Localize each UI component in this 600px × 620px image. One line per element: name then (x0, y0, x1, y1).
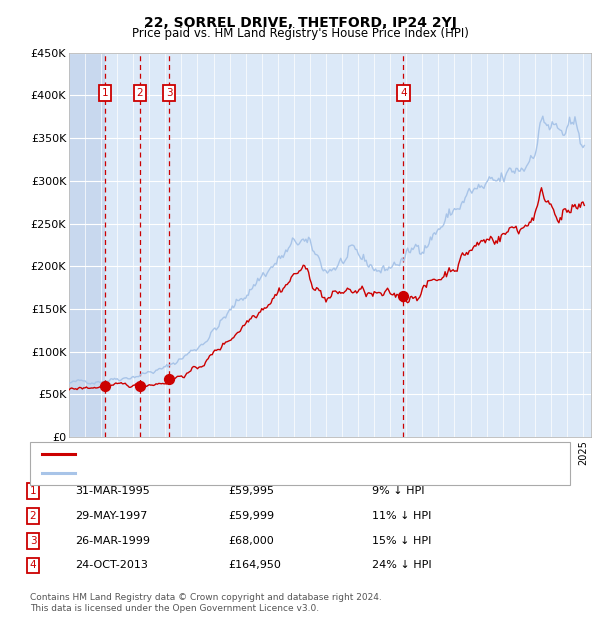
Point (164, 374, 174, 384)
Text: 22, SORREL DRIVE, THETFORD, IP24 2YJ: 22, SORREL DRIVE, THETFORD, IP24 2YJ (143, 16, 457, 30)
Text: £68,000: £68,000 (228, 536, 274, 546)
Text: 24-OCT-2013: 24-OCT-2013 (75, 560, 148, 570)
Text: 3: 3 (29, 536, 37, 546)
Text: 2: 2 (137, 88, 143, 98)
Text: 3: 3 (166, 88, 173, 98)
Point (100, 381, 110, 391)
Text: Price paid vs. HM Land Registry's House Price Index (HPI): Price paid vs. HM Land Registry's House … (131, 27, 469, 40)
Text: 2: 2 (29, 511, 37, 521)
Text: 26-MAR-1999: 26-MAR-1999 (75, 536, 150, 546)
Text: 31-MAR-1995: 31-MAR-1995 (75, 486, 150, 496)
Text: 1: 1 (29, 486, 37, 496)
Point (398, 291, 408, 301)
Bar (69, 53, 105, 437)
Text: Contains HM Land Registry data © Crown copyright and database right 2024.
This d: Contains HM Land Registry data © Crown c… (30, 593, 382, 613)
Text: 4: 4 (29, 560, 37, 570)
Text: 1: 1 (101, 88, 108, 98)
Text: 22, SORREL DRIVE, THETFORD, IP24 2YJ (detached house): 22, SORREL DRIVE, THETFORD, IP24 2YJ (de… (84, 449, 402, 459)
Text: HPI: Average price, detached house, Breckland: HPI: Average price, detached house, Brec… (84, 468, 341, 478)
Text: £59,995: £59,995 (228, 486, 274, 496)
Text: 24% ↓ HPI: 24% ↓ HPI (372, 560, 431, 570)
Text: 11% ↓ HPI: 11% ↓ HPI (372, 511, 431, 521)
Text: 4: 4 (400, 88, 407, 98)
Text: 9% ↓ HPI: 9% ↓ HPI (372, 486, 425, 496)
Text: 15% ↓ HPI: 15% ↓ HPI (372, 536, 431, 546)
Point (135, 381, 145, 391)
Text: £59,999: £59,999 (228, 511, 274, 521)
Text: £164,950: £164,950 (228, 560, 281, 570)
Text: 29-MAY-1997: 29-MAY-1997 (75, 511, 148, 521)
